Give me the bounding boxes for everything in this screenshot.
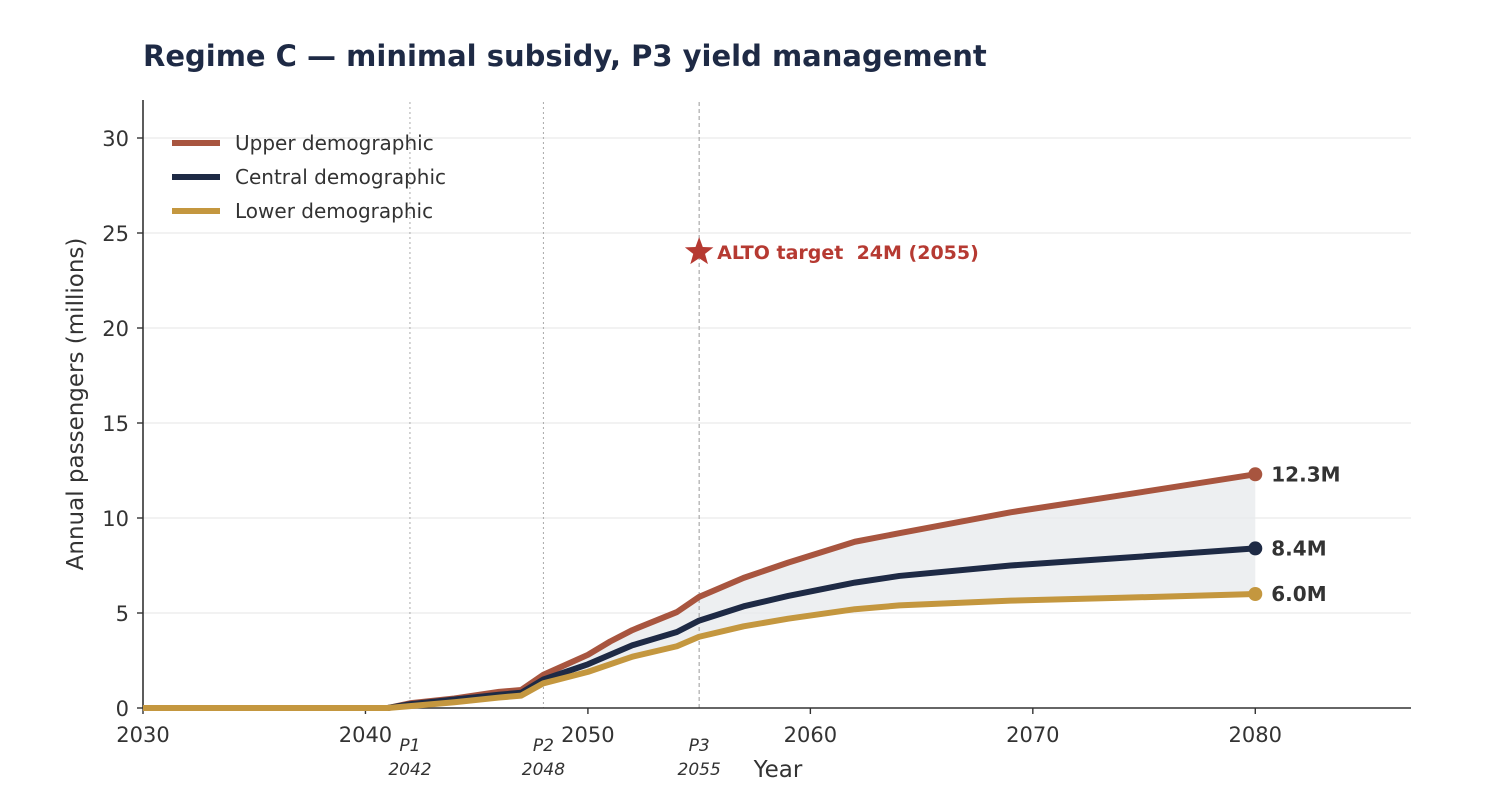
end-value-label: 8.4M <box>1271 536 1326 560</box>
y-axis-label: Annual passengers (millions) <box>63 238 89 571</box>
y-tick-label: 20 <box>102 317 129 341</box>
legend-entry: Upper demographic <box>235 131 434 155</box>
end-point-marker <box>1248 541 1263 556</box>
legend: Upper demographic Central demographic Lowe… <box>172 131 446 223</box>
grid-lines <box>143 137 1411 614</box>
shaded-band <box>143 474 1256 708</box>
phase-markers: P1 2042 P2 2048 P3 2055 <box>388 102 721 780</box>
y-tick-label: 5 <box>116 602 129 626</box>
x-tick-label: 2080 <box>1229 723 1282 747</box>
legend-entry: Lower demographic <box>235 199 433 223</box>
phase-year-label: 2048 <box>522 760 565 780</box>
end-point-marker <box>1248 587 1263 601</box>
x-tick-label: 2070 <box>1006 723 1059 747</box>
x-axis-label: Year <box>753 757 803 783</box>
series-lines <box>143 471 1256 711</box>
series-line-lower <box>143 591 1256 711</box>
y-tick-label: 15 <box>102 412 129 436</box>
end-value-label: 6.0M <box>1271 582 1326 606</box>
y-tick-label: 25 <box>102 222 129 246</box>
x-tick-label: 2030 <box>116 723 169 747</box>
axes: 0 5 10 15 20 25 30 2030 2040 2050 2060 2070 2080 <box>102 100 1411 747</box>
phase-label: P2 <box>533 736 554 756</box>
y-tick-label: 0 <box>116 697 129 721</box>
phase-year-label: 2042 <box>388 760 431 780</box>
y-tick-label: 10 <box>102 507 129 531</box>
x-tick-label: 2050 <box>561 723 614 747</box>
end-point-markers: 12.3M 8.4M 6.0M <box>1248 462 1341 606</box>
phase-year-label: 2055 <box>678 760 721 780</box>
target-annotation: ALTO target 24M (2055) <box>684 237 979 265</box>
phase-label: P1 <box>399 736 420 756</box>
chart-title: Regime C — minimal subsidy, P3 yield man… <box>143 39 987 73</box>
star-icon <box>684 237 714 265</box>
phase-label: P3 <box>689 736 710 756</box>
end-value-label: 12.3M <box>1271 462 1340 486</box>
y-tick-label: 30 <box>102 127 129 151</box>
legend-entry: Central demographic <box>235 165 446 189</box>
end-point-marker <box>1248 467 1263 482</box>
target-label: ALTO target 24M (2055) <box>717 242 979 264</box>
x-tick-label: 2040 <box>339 723 392 747</box>
x-tick-label: 2060 <box>784 723 837 747</box>
shaded-band-group <box>143 474 1256 708</box>
